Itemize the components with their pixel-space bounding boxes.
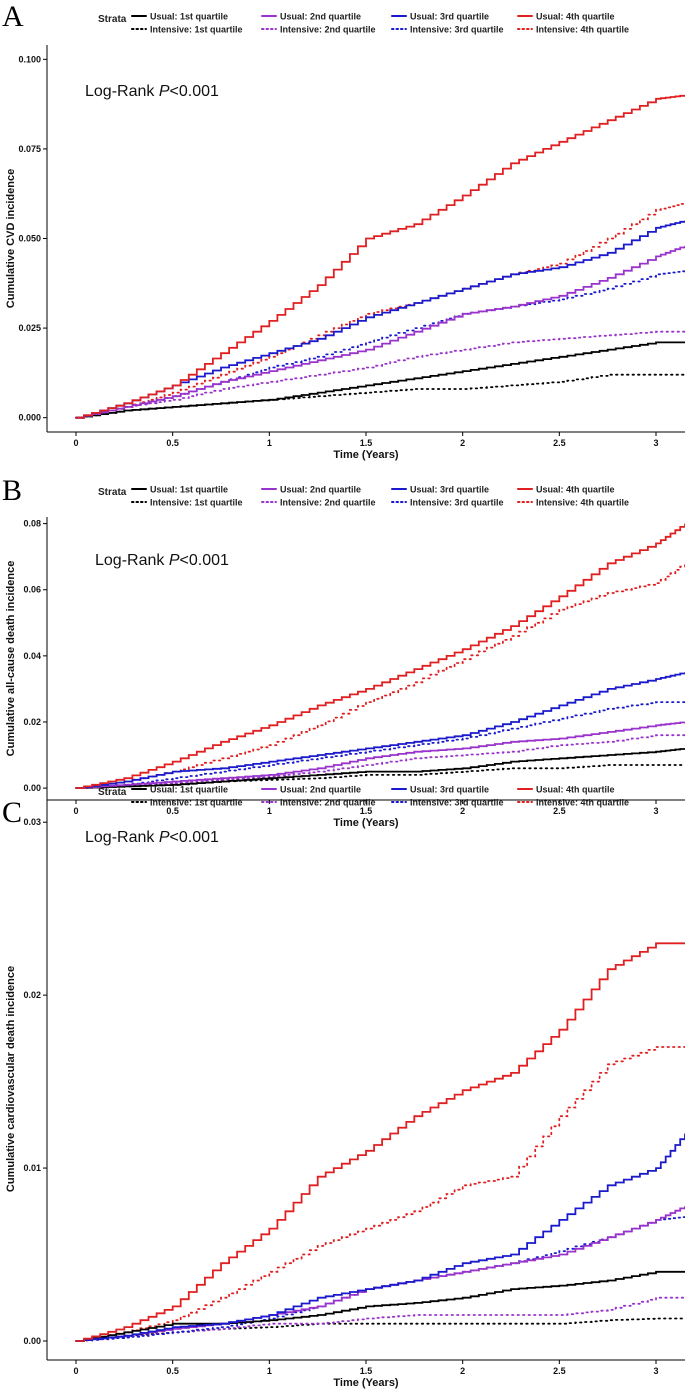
panel-c-xtick-label-4: 2 xyxy=(460,1366,465,1376)
panel-c-xtick-label-5: 2.5 xyxy=(553,1366,566,1376)
panel-a-legend-label-3: Intensive: 2nd quartile xyxy=(280,25,376,35)
panel-b-curve-intensive-1st-quartile xyxy=(75,764,685,789)
panel-b-xtick-label-0: 0 xyxy=(73,806,78,816)
panel-b-logrank-annotation: Log-Rank P<0.001 xyxy=(95,552,229,569)
panel-b-ytick-label-4: 0.08 xyxy=(23,519,41,529)
panel-b-xtick-label-5: 2.5 xyxy=(553,806,566,816)
panel-a-xtick-label-1: 0.5 xyxy=(166,438,179,448)
panel-b-letter: B xyxy=(2,474,22,507)
panel-b-legend-label-7: Intensive: 4th quartile xyxy=(536,498,629,508)
panel-c-xtick-label-0: 0 xyxy=(73,1366,78,1376)
panel-a-ytick-label-0: 0.000 xyxy=(18,413,41,423)
panel-c-legend-label-7: Intensive: 4th quartile xyxy=(536,798,629,808)
panel-c-ytick-label-2: 0.02 xyxy=(23,990,41,1000)
panel-a-legend-label-0: Usual: 1st quartile xyxy=(150,12,228,22)
panel-a-xtick-label-6: 3 xyxy=(653,438,658,448)
panel-c-legend-label-5: Intensive: 3rd quartile xyxy=(410,798,504,808)
panel-c-curve-usual-3rd-quartile xyxy=(76,1133,685,1342)
panel-b-xtick-label-4: 2 xyxy=(460,806,465,816)
panel-a-xtick-label-3: 1.5 xyxy=(360,438,373,448)
panel-c-curve-intensive-2nd-quartile xyxy=(75,1296,685,1342)
panel-b-legend-title: Strata xyxy=(98,487,127,498)
panel-a-curve-intensive-4th-quartile xyxy=(75,201,685,419)
panel-a-ytick-label-1: 0.025 xyxy=(18,323,41,333)
panel-b-curve-usual-3rd-quartile xyxy=(76,672,685,789)
panel-a-xtick-label-4: 2 xyxy=(460,438,465,448)
panel-b-xtick-label-1: 0.5 xyxy=(166,806,179,816)
panel-a-legend-label-2: Usual: 2nd quartile xyxy=(280,12,361,22)
panel-b-xtick-label-6: 3 xyxy=(653,806,658,816)
panel-a-letter: A xyxy=(2,0,24,33)
panel-a-curve-usual-2nd-quartile xyxy=(76,245,685,419)
panel-c-xtick-label-1: 0.5 xyxy=(166,1366,179,1376)
panel-c-legend-label-3: Intensive: 2nd quartile xyxy=(280,798,376,808)
panel-a-xlabel: Time (Years) xyxy=(333,449,399,461)
panel-c-legend-label-4: Usual: 3rd quartile xyxy=(410,785,489,795)
panel-b-curve-intensive-3rd-quartile xyxy=(75,701,685,789)
panel-a-legend-label-7: Intensive: 4th quartile xyxy=(536,25,629,35)
panel-c-letter: C xyxy=(2,796,22,829)
panel-a-legend-label-6: Usual: 4th quartile xyxy=(536,12,615,22)
panel-a-xtick-label-5: 2.5 xyxy=(553,438,566,448)
panel-c-xtick-label-3: 1.5 xyxy=(360,1366,373,1376)
panel-a-curve-usual-1st-quartile xyxy=(76,341,685,419)
panel-c-xtick-label-2: 1 xyxy=(267,1366,272,1376)
panel-a-legend-label-5: Intensive: 3rd quartile xyxy=(410,25,504,35)
panel-c-curve-usual-4th-quartile xyxy=(76,942,685,1342)
panel-a-legend-label-4: Usual: 3rd quartile xyxy=(410,12,489,22)
panel-c-ylabel: Cumulative cardiovascular death incidenc… xyxy=(5,966,17,1192)
panel-c-legend-label-0: Usual: 1st quartile xyxy=(150,785,228,795)
panel-b-curve-usual-1st-quartile xyxy=(76,748,685,789)
panel-b-legend-label-2: Usual: 2nd quartile xyxy=(280,485,361,495)
panel-c-ytick-label-0: 0.00 xyxy=(23,1336,41,1346)
panel-b-legend-label-3: Intensive: 2nd quartile xyxy=(280,498,376,508)
panel-c-logrank-annotation: Log-Rank P<0.001 xyxy=(85,829,219,846)
panel-b-xtick-label-2: 1 xyxy=(267,806,272,816)
panel-a-ytick-label-2: 0.050 xyxy=(18,234,41,244)
panel-c-legend-label-2: Usual: 2nd quartile xyxy=(280,785,361,795)
panel-b-curve-usual-4th-quartile xyxy=(76,523,685,789)
panel-b-ylabel: Cumulative all-cause death incidence xyxy=(5,561,17,757)
panel-b-curve-intensive-4th-quartile xyxy=(75,562,685,789)
panel-a-ytick-label-4: 0.100 xyxy=(18,54,41,64)
panel-b-legend-label-6: Usual: 4th quartile xyxy=(536,485,615,495)
panel-a-xtick-label-2: 1 xyxy=(267,438,272,448)
panel-b-ytick-label-0: 0.00 xyxy=(23,783,41,793)
panel-a-ylabel: Cumulative CVD incidence xyxy=(5,169,17,308)
panel-a-curve-usual-4th-quartile xyxy=(76,94,685,419)
panel-c-curve-intensive-4th-quartile xyxy=(75,1046,685,1342)
panel-c-legend-label-1: Intensive: 1st quartile xyxy=(150,798,243,808)
panel-a-xtick-label-0: 0 xyxy=(73,438,78,448)
panel-a-curve-intensive-1st-quartile xyxy=(75,373,685,419)
panel-c-ytick-label-1: 0.01 xyxy=(23,1163,41,1173)
panel-b-curve-usual-2nd-quartile xyxy=(76,721,685,789)
panel-c-curve-usual-1st-quartile xyxy=(76,1270,685,1342)
panel-b-xlabel: Time (Years) xyxy=(333,817,399,829)
panel-c-xlabel: Time (Years) xyxy=(333,1377,399,1389)
panel-b-xtick-label-3: 1.5 xyxy=(360,806,373,816)
panel-a-curve-intensive-2nd-quartile xyxy=(75,330,685,419)
panel-b-ytick-label-3: 0.06 xyxy=(23,585,41,595)
panel-a-logrank-annotation: Log-Rank P<0.001 xyxy=(85,83,219,100)
panel-c-legend-label-6: Usual: 4th quartile xyxy=(536,785,615,795)
panel-b-curve-intensive-2nd-quartile xyxy=(75,734,685,789)
panel-a-legend-title: Strata xyxy=(98,14,127,25)
panel-a-curve-intensive-3rd-quartile xyxy=(75,269,685,419)
panel-b-ytick-label-2: 0.04 xyxy=(23,651,41,661)
panel-c-ytick-label-3: 0.03 xyxy=(23,817,41,827)
panel-c-xtick-label-6: 3 xyxy=(653,1366,658,1376)
panel-b-legend-label-4: Usual: 3rd quartile xyxy=(410,485,489,495)
panel-b-legend-label-5: Intensive: 3rd quartile xyxy=(410,498,504,508)
panel-b-ytick-label-1: 0.02 xyxy=(23,717,41,727)
panel-b-legend-label-0: Usual: 1st quartile xyxy=(150,485,228,495)
panel-a-ytick-label-3: 0.075 xyxy=(18,144,41,154)
panel-b-legend-label-1: Intensive: 1st quartile xyxy=(150,498,243,508)
panel-c-legend-title: Strata xyxy=(98,787,127,798)
panel-a-legend-label-1: Intensive: 1st quartile xyxy=(150,25,243,35)
